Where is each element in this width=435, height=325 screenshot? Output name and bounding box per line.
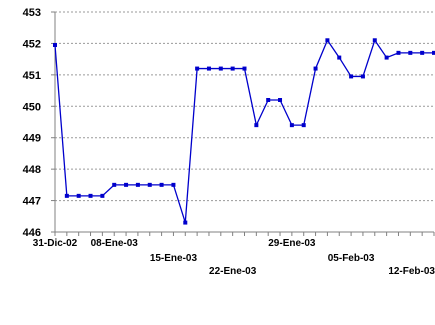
data-point bbox=[135, 182, 140, 187]
data-point bbox=[100, 193, 105, 198]
y-tick-label: 451 bbox=[23, 70, 41, 82]
data-point bbox=[360, 74, 365, 79]
data-point bbox=[254, 123, 259, 128]
axes bbox=[54, 12, 434, 233]
x-tick-label: 08-Ene-03 bbox=[91, 238, 139, 249]
data-point bbox=[171, 182, 176, 187]
x-tick-label: 29-Ene-03 bbox=[268, 238, 316, 249]
data-point bbox=[64, 193, 69, 198]
data-point bbox=[124, 182, 129, 187]
data-point bbox=[159, 182, 164, 187]
x-tick-label: 15-Ene-03 bbox=[150, 253, 198, 264]
y-tick-label: 448 bbox=[23, 164, 41, 176]
x-tick-label: 31-Dic-02 bbox=[33, 238, 78, 249]
data-point bbox=[76, 193, 81, 198]
x-tick-label: 22-Ene-03 bbox=[209, 266, 257, 277]
data-point bbox=[53, 43, 57, 47]
x-tick-label: 05-Feb-03 bbox=[328, 253, 375, 264]
data-point bbox=[218, 66, 223, 71]
series-group bbox=[53, 38, 435, 225]
data-point bbox=[112, 182, 117, 187]
grid-lines bbox=[55, 11, 434, 202]
data-point bbox=[313, 66, 318, 71]
y-tick-label: 446 bbox=[23, 227, 41, 239]
data-point bbox=[230, 66, 235, 71]
data-point bbox=[242, 66, 247, 71]
data-point bbox=[88, 193, 93, 198]
y-tick-label: 452 bbox=[23, 38, 41, 50]
y-tick-label: 450 bbox=[23, 101, 41, 113]
y-tick-label: 447 bbox=[23, 196, 41, 208]
data-point bbox=[301, 123, 306, 128]
data-point bbox=[349, 74, 354, 79]
data-point bbox=[372, 38, 377, 43]
y-tick-label: 453 bbox=[23, 7, 41, 19]
y-axis-ticks: 453 452 451 450 449 448 447 446 bbox=[23, 7, 55, 239]
data-point bbox=[396, 50, 401, 55]
data-point bbox=[183, 220, 188, 225]
data-point bbox=[147, 182, 152, 187]
data-point bbox=[289, 123, 294, 128]
x-axis-ticks: 31-Dic-02 08-Ene-03 15-Ene-03 22-Ene-03 29-E… bbox=[33, 232, 435, 277]
data-point bbox=[278, 98, 283, 102]
data-point bbox=[266, 98, 271, 102]
data-point bbox=[408, 50, 413, 55]
y-tick-label: 449 bbox=[23, 133, 41, 145]
data-point bbox=[420, 50, 425, 55]
data-point bbox=[325, 38, 330, 43]
data-point bbox=[432, 50, 435, 55]
x-tick-label: 12-Feb-03 bbox=[388, 266, 435, 277]
data-point bbox=[384, 55, 389, 60]
data-point bbox=[337, 55, 342, 60]
data-point bbox=[195, 66, 200, 71]
data-point bbox=[206, 66, 211, 71]
